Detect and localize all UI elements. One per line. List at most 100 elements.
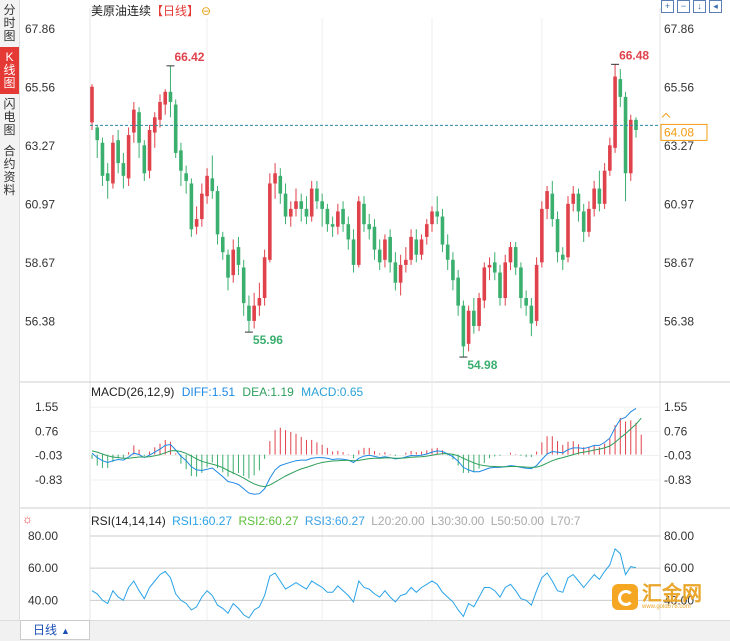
bottom-bar [0,620,730,641]
candle-body [325,208,330,225]
candle-body [173,104,178,153]
candle-body [388,236,392,263]
candle-body [341,208,345,225]
candle-body [194,219,199,227]
candle-body [592,188,596,209]
candle-body [451,259,455,281]
candle-body [346,224,351,240]
candle-body [273,173,277,184]
rsi-tick-right-0: 80.00 [664,529,694,543]
candle-body [602,170,607,204]
candle-body [268,183,272,260]
candle-body [304,208,309,217]
candle-body [215,191,220,235]
candle-body [158,102,162,120]
candle-body [519,267,523,298]
candle-body [137,112,141,143]
candle-body [111,142,115,184]
candle-body [252,305,256,321]
y-tick-left-0: 67.86 [25,22,55,36]
y-tick-left-5: 56.38 [25,314,55,328]
macd-dea-value: DEA:1.19 [242,385,294,399]
y-tick-right-5: 56.38 [664,314,694,328]
y-tick-left-1: 65.56 [25,81,55,95]
tab-timeshare[interactable]: 分时图 [3,3,16,43]
candle-body [231,249,236,276]
rsi-l20: L20:20.00 [371,514,425,528]
extreme-label-0: 66.42 [174,50,204,64]
candle-body [409,236,413,260]
last-price-tag [660,123,708,141]
rsi-title: RSI(14,14,14) [91,514,166,528]
candle-body [398,264,403,283]
macd-diff-value: DIFF:1.51 [181,385,236,399]
candle-body [200,193,204,220]
candle-body [492,262,497,273]
rsi-tick-right-2: 40.00 [664,593,694,607]
candle-body [262,257,267,298]
extreme-label-1: 55.96 [253,333,283,347]
candle-body [587,208,591,232]
candle-body [623,96,628,174]
zoom-in-icon[interactable]: + [661,0,674,13]
tab-contract-info[interactable]: 合约资料 [3,144,16,197]
candle-body [424,224,429,237]
macd-tick-right-3: -0.83 [664,473,692,487]
candle-body [367,224,372,230]
candle-body [336,211,340,227]
candle-body [534,264,539,321]
extreme-label-3: 66.48 [619,48,649,62]
candle-body [404,259,408,265]
candle-body [472,310,476,326]
macd-tick-right-1: 0.76 [664,424,688,438]
triangle-down-icon: ▲ [61,626,70,636]
candle-body [220,236,225,253]
candle-body [414,239,419,255]
candle-body [393,262,398,283]
y-tick-right-3: 60.97 [664,198,694,212]
candle-body [315,188,319,202]
candle-body [309,188,314,217]
period-label: 【日线】 [151,4,200,18]
candle-body [100,142,105,176]
macd-tick-right-2: -0.03 [664,449,692,463]
macd-legend: MACD(26,12,9) DIFF:1.51 DEA:1.19 MACD:0.… [91,385,363,399]
rsi-line [91,548,637,619]
macd-tick-right-0: 1.55 [664,400,688,414]
macd-tick-left-1: 0.76 [35,424,59,438]
rsi-tick-left-1: 60.00 [28,561,58,575]
candle-body [618,79,623,97]
candle-body [503,262,508,298]
y-tick-left-3: 60.97 [25,198,55,212]
download-icon[interactable]: ↓ [693,0,706,13]
settings-icon[interactable]: ☼ [22,512,33,526]
tab-kline[interactable]: K线图 [0,47,19,94]
y-tick-right-1: 65.56 [664,81,694,95]
back-icon[interactable]: ◂ [709,0,722,13]
collapse-icon[interactable]: ⊖ [201,4,212,18]
candle-body [435,211,440,217]
candle-body [179,150,183,171]
candle-body [372,226,377,250]
tab-flash[interactable]: 闪电图 [3,97,16,137]
candle-body [550,193,555,220]
candle-body [205,175,209,197]
candle-body [508,247,513,263]
candle-body [247,305,251,321]
period-select[interactable]: 日线 ▲ [20,620,90,640]
rsi-tick-left-0: 80.00 [28,529,58,543]
chart-canvas[interactable]: 67.86 67.86 65.56 65.56 63.27 63.27 60.97 60.97… [0,0,730,620]
candle-body [236,247,241,265]
y-tick-left-4: 58.67 [25,256,55,270]
zoom-out-icon[interactable]: − [677,0,690,13]
macd-title: MACD(26,12,9) [91,385,175,399]
rsi2-value: RSI2:60.27 [238,514,299,528]
candle-body [288,208,293,217]
candle-body [482,267,487,301]
rsi-l30: L30:30.00 [430,514,485,528]
candle-body [95,127,100,141]
candle-body [581,211,586,232]
candle-body [351,239,356,265]
candle-body [257,298,262,306]
candle-body [545,191,549,209]
